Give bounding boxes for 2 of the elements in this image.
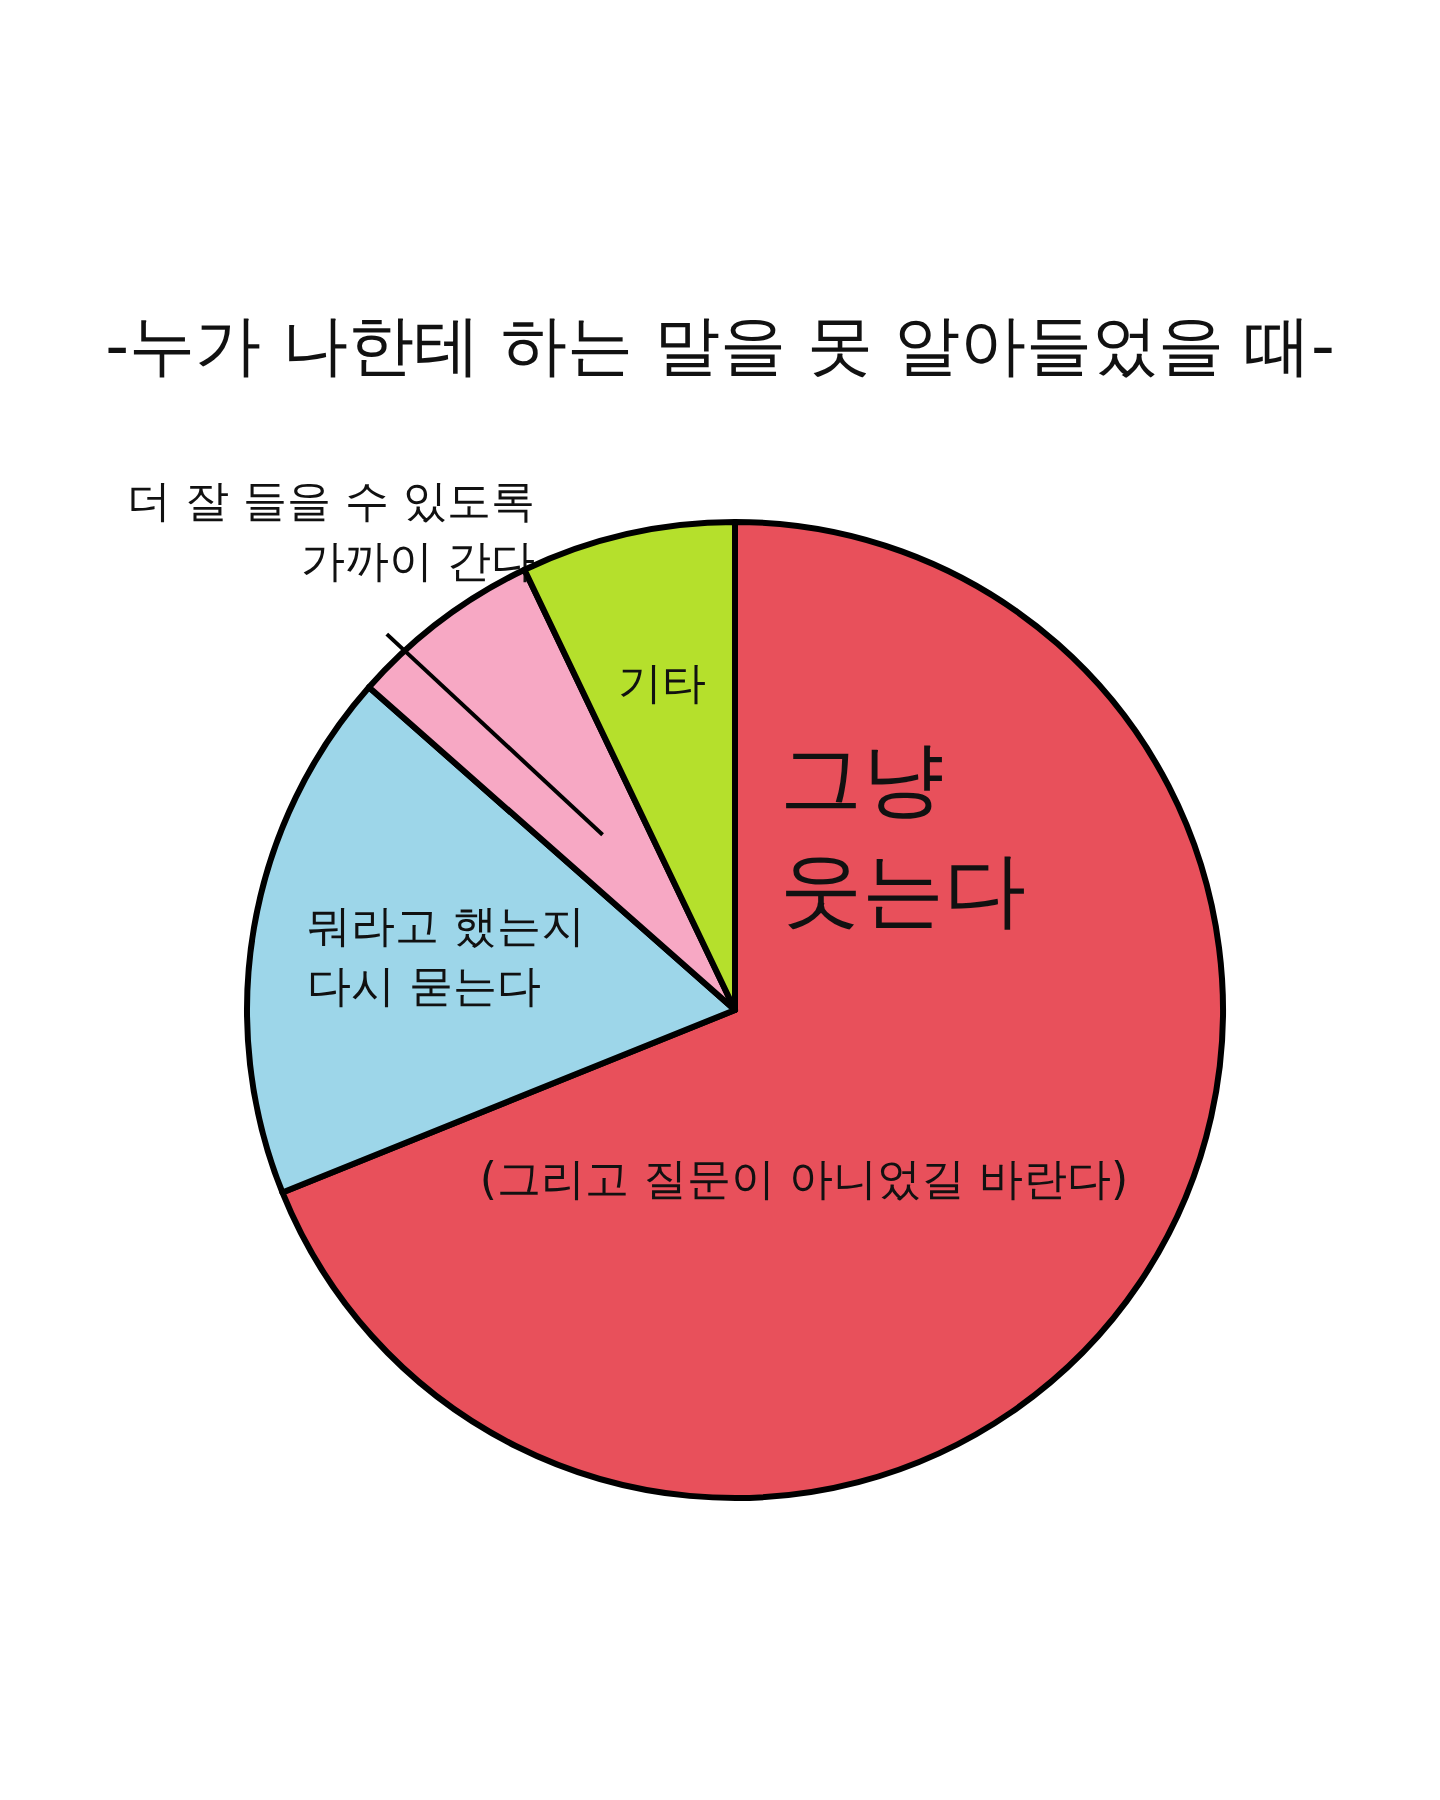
annotation: (그리고 질문이 아니었길 바란다)	[479, 1153, 1129, 1204]
title: -누가 나한테 하는 말을 못 알아들었을 때-	[105, 307, 1335, 385]
